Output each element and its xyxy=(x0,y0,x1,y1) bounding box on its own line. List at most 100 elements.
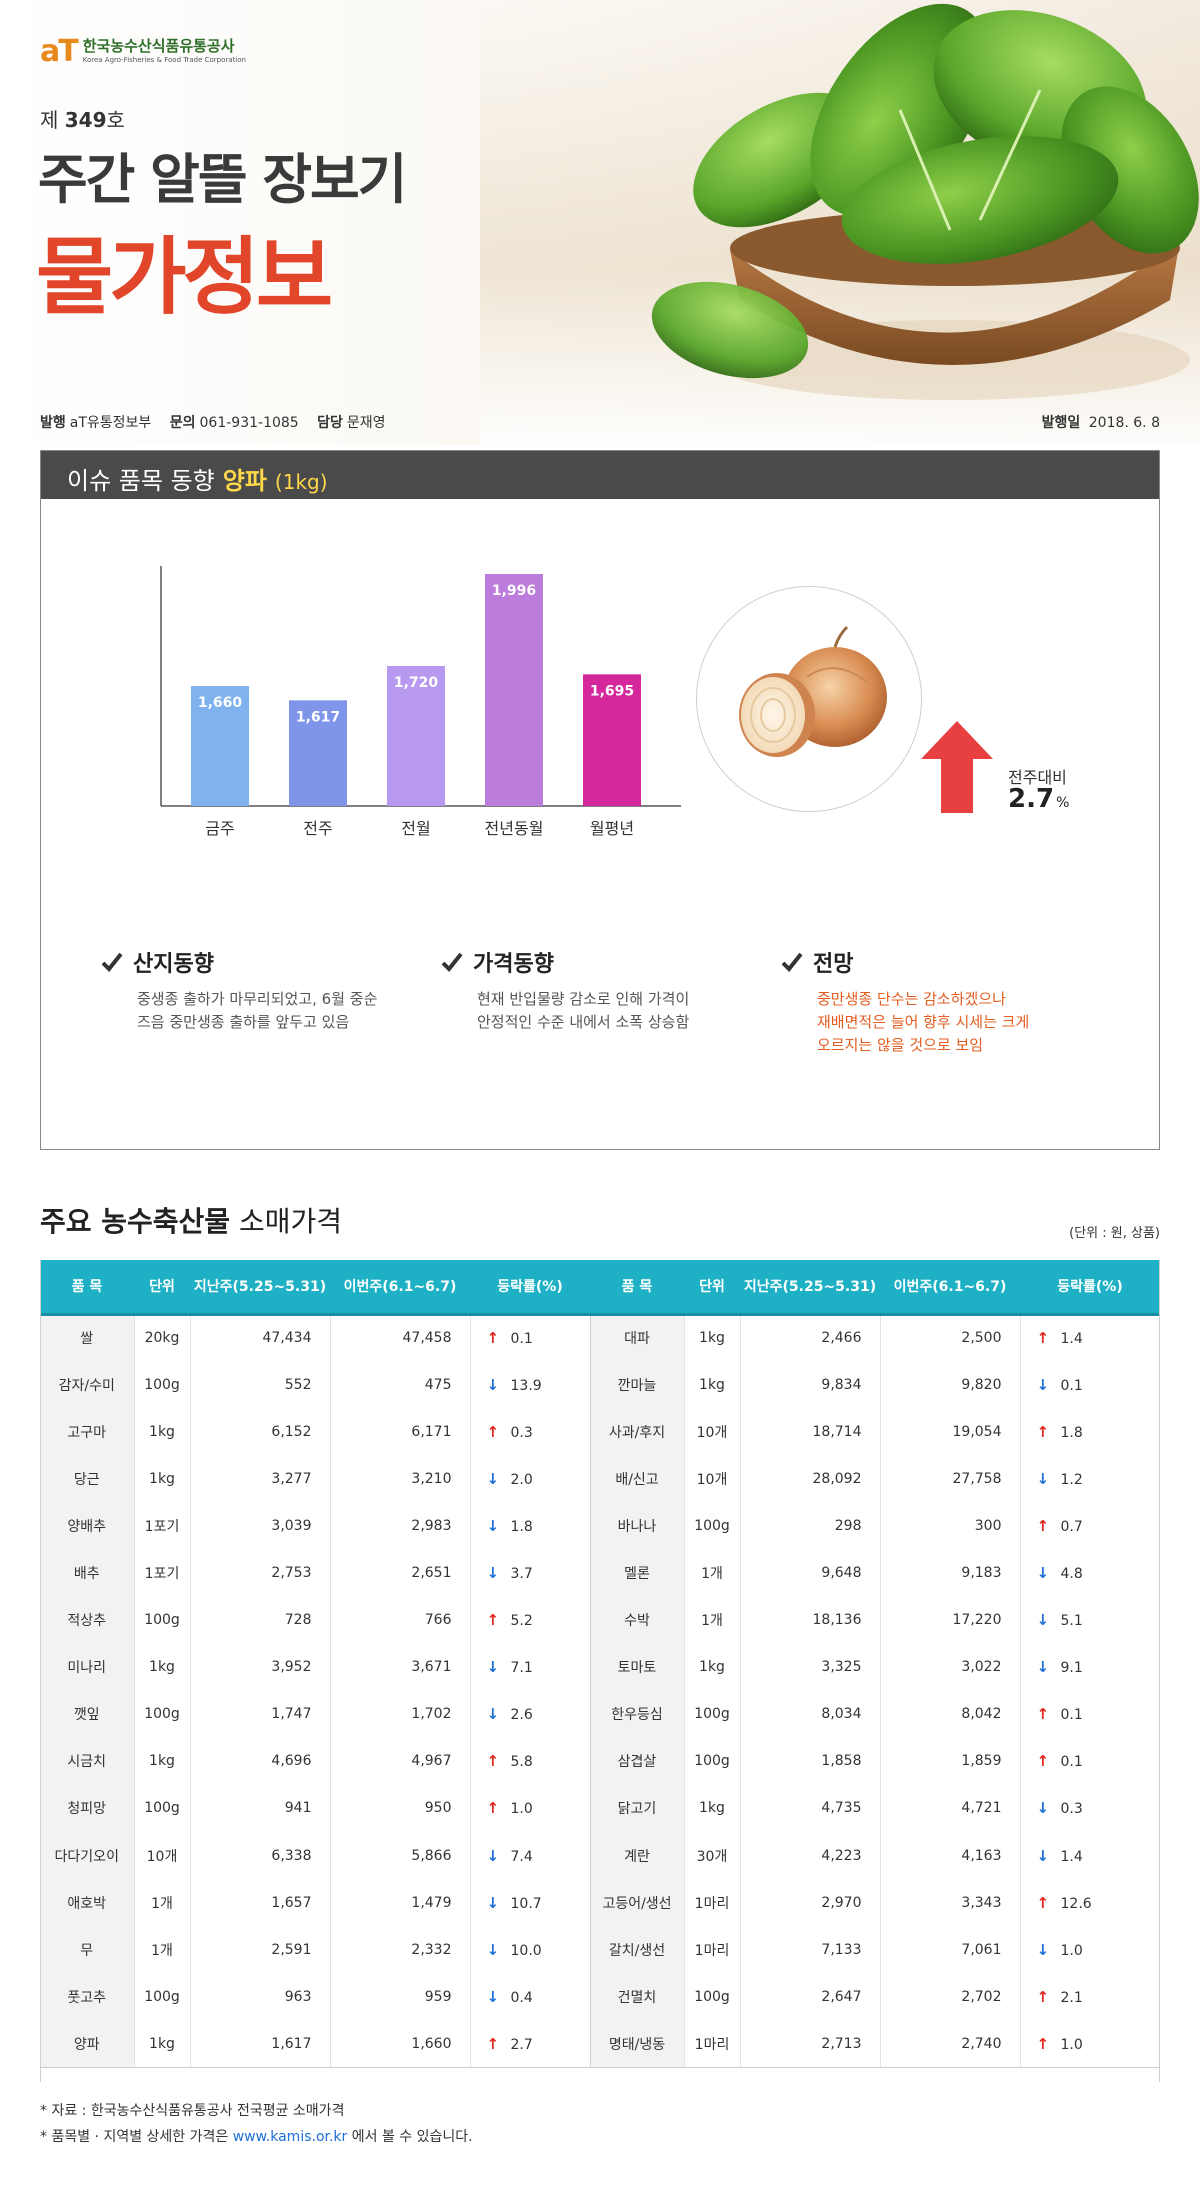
logo-mark: aT xyxy=(40,34,79,69)
right-this-week-price: 7,061 xyxy=(880,1926,1021,1974)
right-this-week-price: 4,721 xyxy=(880,1784,1021,1833)
right-last-week-price: 4,735 xyxy=(740,1784,881,1833)
arrow-up-icon: ↑ xyxy=(1036,2034,1050,2053)
table-row: 쌀 20kg 47,434 47,458 ↑ 0.1 대파 1kg 2,466 2,500 ↑ 1.4 xyxy=(40,1314,1160,1362)
table-row: 애호박 1개 1,657 1,479 ↓ 10.7 고등어/생선 1마리 2,970 3,343 ↑… xyxy=(40,1879,1160,1927)
right-unit: 100g xyxy=(684,1737,741,1785)
table-row: 청피망 100g 941 950 ↑ 1.0 닭고기 1kg 4,735 4,721 ↓ 0.3 xyxy=(40,1784,1160,1833)
arrow-up-icon: ↑ xyxy=(1036,1752,1050,1771)
arrow-down-icon: ↓ xyxy=(1036,1469,1050,1488)
left-change-rate: ↑ 5.8 xyxy=(470,1737,591,1785)
left-change-rate: ↑ 5.2 xyxy=(470,1596,591,1644)
right-item-name: 계란 xyxy=(590,1832,685,1880)
left-last-week-price: 1,747 xyxy=(190,1690,331,1738)
issue-item-panel: 이슈 품목 동향 양파 (1kg) 1,660 금주 1,617 전주 1,720 전월 1… xyxy=(40,450,1160,1150)
right-this-week-price: 17,220 xyxy=(880,1596,1021,1644)
arrow-down-icon: ↓ xyxy=(486,1987,500,2006)
arrow-down-icon: ↓ xyxy=(486,1375,500,1394)
note-body: 중만생종 단수는 감소하겠으나 재배면적은 늘어 향후 시세는 크게 오르지는 … xyxy=(817,990,1030,1054)
right-change-rate: ↓ 4.8 xyxy=(1036,1564,1083,1583)
left-item-name: 애호박 xyxy=(40,1879,135,1927)
right-this-week-price: 2,740 xyxy=(880,2020,1021,2069)
right-this-week-price: 19,054 xyxy=(880,1408,1021,1456)
right-this-week-price: 27,758 xyxy=(880,1455,1021,1503)
issue-number: 제 349호 xyxy=(40,108,125,132)
table-body: 쌀 20kg 47,434 47,458 ↑ 0.1 대파 1kg 2,466 2,500 ↑ 1.4… xyxy=(40,1314,1160,2069)
left-last-week-price: 6,152 xyxy=(190,1408,331,1456)
kamis-link[interactable]: www.kamis.or.kr xyxy=(232,2129,348,2145)
x-tick-label-0: 금주 xyxy=(205,819,234,838)
right-item-name: 멜론 xyxy=(590,1549,685,1597)
note-title: 전망 xyxy=(781,946,1081,978)
publication-info: 발행 aT유통정보부 문의 061-931-1085 담당 문재영 발행일 2018.… xyxy=(40,412,1160,432)
table-row: 깻잎 100g 1,747 1,702 ↓ 2.6 한우등심 100g 8,034 8,042 ↑ 0… xyxy=(40,1690,1160,1738)
left-unit: 1포기 xyxy=(134,1502,191,1550)
left-unit: 1kg xyxy=(134,1455,191,1503)
left-change-rate: ↑ 1.0 xyxy=(470,1784,591,1833)
left-last-week-price: 47,434 xyxy=(190,1314,331,1362)
right-last-week-price: 18,136 xyxy=(740,1596,881,1644)
right-unit: 1마리 xyxy=(684,1879,741,1927)
arrow-up-icon: ↑ xyxy=(486,1329,500,1348)
left-this-week-price: 2,983 xyxy=(330,1502,471,1550)
x-tick-label-1: 전주 xyxy=(303,819,332,838)
table-row: 고구마 1kg 6,152 6,171 ↑ 0.3 사과/후지 10개 18,714 19,054… xyxy=(40,1408,1160,1456)
right-this-week-price: 8,042 xyxy=(880,1690,1021,1738)
left-item-name: 고구마 xyxy=(40,1408,135,1456)
left-unit: 20kg xyxy=(134,1314,191,1362)
table-row: 감자/수미 100g 552 475 ↓ 13.9 깐마늘 1kg 9,834 9,820 ↓ 0.1 xyxy=(40,1361,1160,1409)
right-change-rate: ↑ 2.1 xyxy=(1036,1987,1083,2006)
right-last-week-price: 1,858 xyxy=(740,1737,881,1785)
note-body: 중생종 출하가 마무리되었고, 6월 중순 즈음 중만생종 출하를 앞두고 있음 xyxy=(137,990,378,1031)
right-item-name: 사과/후지 xyxy=(590,1408,685,1456)
right-change-rate: ↓ 0.1 xyxy=(1036,1375,1083,1394)
column-header: 이번주(6.1~6.7) xyxy=(880,1260,1020,1316)
left-change-rate: ↓ 1.8 xyxy=(470,1502,591,1550)
arrow-up-icon: ↑ xyxy=(486,1752,500,1771)
arrow-up-icon: ↑ xyxy=(486,1422,500,1441)
arrow-up-icon: ↑ xyxy=(1036,1422,1050,1441)
left-last-week-price: 552 xyxy=(190,1361,331,1409)
arrow-down-icon: ↓ xyxy=(486,1564,500,1583)
arrow-down-icon: ↓ xyxy=(1036,1940,1050,1959)
note-title: 가격동향 xyxy=(441,946,741,978)
arrow-up-icon: ↑ xyxy=(1036,1705,1050,1724)
right-last-week-price: 9,648 xyxy=(740,1549,881,1597)
arrow-down-icon: ↓ xyxy=(1036,1611,1050,1630)
arrow-up-icon: ↑ xyxy=(486,2034,500,2053)
note-title: 산지동향 xyxy=(101,946,401,978)
right-change-rate: ↑ 1.0 xyxy=(1020,2020,1160,2069)
right-unit: 10개 xyxy=(684,1455,741,1503)
right-item-name: 대파 xyxy=(590,1314,685,1362)
left-last-week-price: 728 xyxy=(190,1596,331,1644)
column-header: 지난주(5.25~5.31) xyxy=(190,1260,330,1316)
arrow-down-icon: ↓ xyxy=(486,1893,500,1912)
left-change-rate: ↓ 2.6 xyxy=(470,1690,591,1738)
issue-item-unit: (1kg) xyxy=(274,470,328,494)
left-item-name: 깻잎 xyxy=(40,1690,135,1738)
right-change-rate: ↑ 0.7 xyxy=(1036,1516,1083,1535)
left-change-rate: ↑ 2.7 xyxy=(470,2020,591,2069)
left-unit: 1kg xyxy=(134,1737,191,1785)
left-last-week-price: 2,591 xyxy=(190,1926,331,1974)
right-item-name: 명태/냉동 xyxy=(590,2020,685,2069)
right-change-rate: ↓ 5.1 xyxy=(1036,1611,1083,1630)
right-this-week-price: 3,022 xyxy=(880,1643,1021,1691)
right-item-name: 건멸치 xyxy=(590,1973,685,2021)
left-change-rate: ↑ 0.3 xyxy=(470,1408,591,1456)
left-unit: 100g xyxy=(134,1690,191,1738)
table-row: 시금치 1kg 4,696 4,967 ↑ 5.8 삼겹살 100g 1,858 1,859 ↑ 0.… xyxy=(40,1737,1160,1785)
right-unit: 10개 xyxy=(684,1408,741,1456)
column-header: 이번주(6.1~6.7) xyxy=(330,1260,470,1316)
bar-value-label-3: 1,996 xyxy=(492,583,536,599)
left-unit: 100g xyxy=(134,1973,191,2021)
arrow-down-icon: ↓ xyxy=(486,1658,500,1677)
arrow-up-icon: ↑ xyxy=(1036,1516,1050,1535)
left-item-name: 풋고추 xyxy=(40,1973,135,2021)
table-row: 다다기오이 10개 6,338 5,866 ↓ 7.4 계란 30개 4,223 4,163 ↓ 1.… xyxy=(40,1832,1160,1880)
column-header: 단위 xyxy=(134,1260,190,1316)
left-change-rate: ↓ 7.1 xyxy=(470,1643,591,1691)
arrow-down-icon: ↓ xyxy=(486,1846,500,1865)
left-last-week-price: 3,039 xyxy=(190,1502,331,1550)
